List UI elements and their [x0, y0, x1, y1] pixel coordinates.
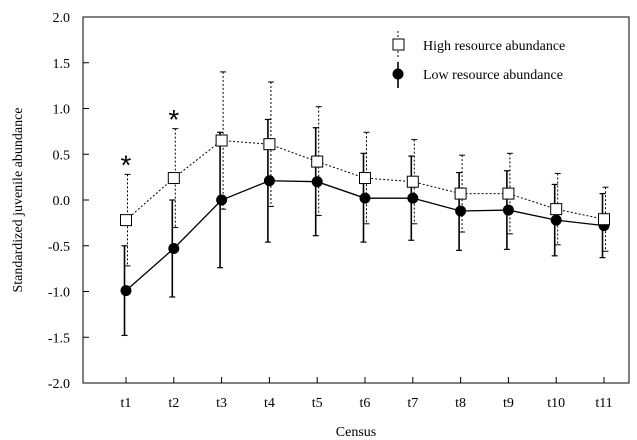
high-point — [263, 138, 276, 151]
y-tick-label: 1.5 — [53, 57, 71, 72]
x-tick-label: t10 — [547, 396, 565, 411]
x-tick-label: t6 — [360, 396, 371, 411]
low-point — [359, 192, 371, 204]
high-point — [215, 134, 228, 147]
low-point — [263, 175, 275, 187]
high-point — [454, 187, 467, 200]
y-tick-label: -1.0 — [48, 286, 70, 301]
x-tick-label: t11 — [595, 396, 612, 411]
low-point — [120, 285, 132, 297]
legend-entry-low: Low resource abundance — [392, 62, 563, 88]
significance-asterisk: * — [168, 104, 179, 135]
x-tick-label: t2 — [168, 396, 179, 411]
low-point — [455, 205, 467, 217]
high-point — [120, 214, 132, 227]
annotations: ** — [121, 104, 180, 181]
x-tick-label: t9 — [503, 396, 514, 411]
high-point — [406, 175, 419, 188]
high-point — [598, 213, 610, 226]
high-point — [167, 172, 180, 185]
low-point — [407, 192, 419, 204]
high-point — [502, 187, 515, 200]
legend: High resource abundance Low resource abu… — [392, 31, 565, 88]
legend-high-marker — [392, 38, 405, 51]
legend-entry-high: High resource abundance — [392, 31, 565, 59]
legend-low-marker — [392, 68, 404, 80]
x-tick-label: t5 — [312, 396, 323, 411]
x-tick-label: t8 — [455, 396, 466, 411]
y-tick-label: -0.5 — [48, 240, 70, 255]
y-tick-label: -1.5 — [48, 331, 70, 346]
x-tick-label: t1 — [121, 396, 132, 411]
x-axis: t1 t2 t3 t4 t5 t6 t7 t8 t9 t10 t11 — [121, 377, 613, 411]
legend-low-label: Low resource abundance — [423, 68, 563, 83]
x-tick-label: t4 — [264, 396, 275, 411]
low-point — [311, 176, 323, 188]
low-point — [216, 194, 228, 206]
y-tick-label: 0.0 — [53, 194, 71, 209]
low-point — [168, 242, 180, 254]
y-tick-label: 2.0 — [53, 11, 71, 26]
significance-asterisk: * — [121, 150, 132, 181]
legend-high-label: High resource abundance — [423, 39, 565, 54]
x-axis-title: Census — [336, 425, 376, 440]
series-layer — [120, 71, 610, 337]
y-tick-label: 0.5 — [53, 148, 71, 163]
high-point — [550, 203, 563, 216]
y-tick-label: -2.0 — [48, 377, 70, 392]
high-point — [359, 172, 371, 185]
x-tick-label: t3 — [216, 396, 227, 411]
low-point — [550, 214, 562, 226]
y-axis-title: Standardized juvenile abundance — [11, 107, 26, 292]
low-point — [502, 204, 514, 216]
high-point — [311, 155, 324, 168]
x-tick-label: t7 — [407, 396, 418, 411]
y-axis: 2.0 1.5 1.0 0.5 0.0 -0.5 -1.0 -1.5 -2.0 — [48, 11, 89, 392]
y-tick-label: 1.0 — [53, 103, 71, 118]
